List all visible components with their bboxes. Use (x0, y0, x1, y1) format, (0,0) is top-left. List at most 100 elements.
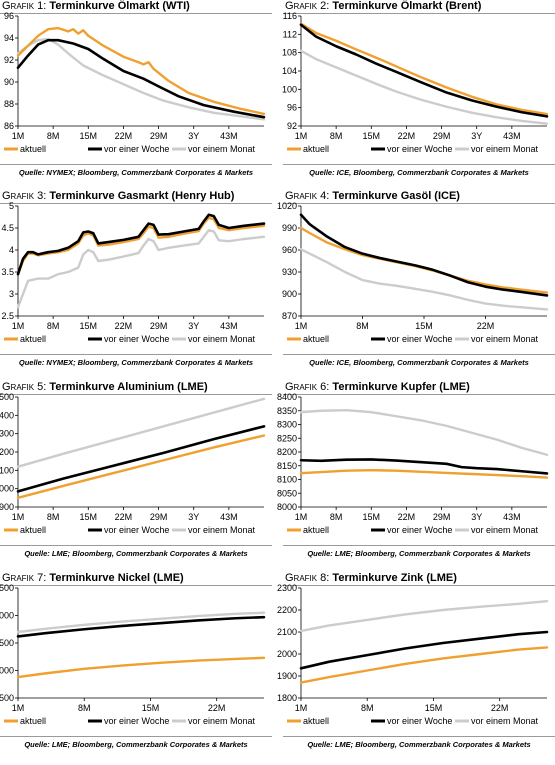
x-tick-label: 3Y (471, 131, 482, 141)
y-tick-label: 86 (4, 121, 14, 131)
series-line-aktuell (299, 22, 549, 116)
chart-label-main: Terminkurve Gasöl (ICE) (332, 190, 460, 202)
y-tick-label: 960 (282, 245, 297, 255)
y-tick-label: 1900 (0, 502, 14, 512)
divider (283, 354, 555, 355)
series-line-aktuell (299, 646, 549, 684)
chart-panel-alu: Grafik 5: Terminkurve Aluminium (LME)190… (0, 381, 272, 574)
chart-title: Grafik 1: Terminkurve Ölmarkt (WTI) (2, 0, 190, 12)
y-tick-label: 112 (283, 29, 297, 39)
legend-label: aktuell (20, 716, 46, 726)
x-tick-label: 3Y (188, 131, 199, 141)
divider (283, 203, 555, 204)
y-tick-label: 8000 (277, 502, 297, 512)
x-tick-label: 15M (363, 131, 381, 141)
series-line-monat (16, 37, 266, 121)
chart-label-prefix: Grafik 6: (285, 381, 330, 393)
y-tick-label: 2300 (277, 583, 297, 593)
series-line-monat (299, 248, 549, 311)
line-chart: 86 88 90 92 94 96 1M 8M 15M 22M 29M 3Y 43M aktuell vor… (4, 11, 266, 154)
y-tick-label: 2000 (277, 649, 297, 659)
series-line-woche (16, 38, 266, 119)
series-line-woche (299, 458, 549, 475)
series-line-aktuell (16, 656, 266, 679)
x-tick-label: 43M (220, 512, 238, 522)
y-tick-label: 930 (282, 267, 297, 277)
x-tick-label: 43M (503, 131, 521, 141)
line-chart: 92 96 100 104 108 112 116 1M 8M 15M 22M 29M 3Y 43M akt… (282, 11, 549, 154)
legend-label: vor einem Monat (188, 144, 256, 154)
x-tick-label: 22M (398, 131, 416, 141)
legend-label: vor einem Monat (188, 334, 256, 344)
x-tick-label: 8M (47, 512, 60, 522)
series-line-monat (299, 409, 549, 456)
divider (0, 394, 272, 395)
y-tick-label: 116 (283, 11, 297, 21)
divider (0, 354, 272, 355)
y-tick-label: 2300 (0, 429, 14, 439)
x-tick-label: 43M (503, 512, 521, 522)
legend-label: vor einer Woche (387, 716, 452, 726)
y-tick-label: 92 (4, 55, 14, 65)
legend-label: vor einer Woche (387, 525, 452, 535)
x-tick-label: 29M (150, 512, 168, 522)
y-tick-label: 88 (4, 99, 14, 109)
divider (0, 164, 272, 165)
legend-label: aktuell (20, 525, 46, 535)
series-line-monat (16, 229, 266, 309)
x-tick-label: 29M (150, 321, 168, 331)
series-line-aktuell (16, 26, 266, 116)
divider (283, 585, 555, 586)
series-line-monat (16, 397, 266, 468)
y-tick-label: 990 (282, 223, 297, 233)
y-tick-label: 4.5 (1, 223, 14, 233)
legend-label: aktuell (20, 334, 46, 344)
chart-title: Grafik 7: Terminkurve Nickel (LME) (2, 572, 184, 584)
y-tick-label: 18000 (0, 611, 14, 621)
legend-label: aktuell (303, 525, 329, 535)
legend-label: aktuell (20, 144, 46, 154)
chart-source: Quelle: NYMEX; Bloomberg, Commerzbank Co… (18, 358, 254, 367)
y-tick-label: 8200 (277, 447, 297, 457)
legend-label: vor einem Monat (471, 525, 539, 535)
chart-source: Quelle: ICE, Bloomberg, Commerzbank Corp… (309, 358, 529, 367)
series-line-aktuell (299, 468, 549, 479)
x-tick-label: 22M (115, 131, 133, 141)
x-tick-label: 8M (361, 703, 374, 713)
chart-label-main: Terminkurve Aluminium (LME) (49, 381, 208, 393)
divider (283, 394, 555, 395)
legend-label: aktuell (303, 716, 329, 726)
y-tick-label: 2.5 (1, 311, 14, 321)
line-chart: 870 900 930 960 990 1020 1M 8M 15M 22M aktuell vor … (277, 201, 549, 344)
x-tick-label: 8M (330, 512, 343, 522)
x-tick-label: 3Y (188, 512, 199, 522)
y-tick-label: 1800 (277, 693, 297, 703)
x-tick-label: 1M (295, 131, 308, 141)
y-tick-label: 4 (9, 245, 14, 255)
x-tick-label: 1M (12, 321, 25, 331)
legend-label: vor einer Woche (104, 525, 169, 535)
series-line-monat (299, 49, 549, 125)
x-tick-label: 15M (80, 131, 98, 141)
chart-title: Grafik 3: Terminkurve Gasmarkt (Henry Hu… (2, 190, 234, 202)
chart-label-main: Terminkurve Gasmarkt (Henry Hub) (49, 190, 235, 202)
x-tick-label: 3Y (471, 512, 482, 522)
line-chart: 1900 2000 2100 2200 2300 2400 2500 1M 8M 15M 22M 29… (0, 392, 266, 535)
legend-label: vor einer Woche (387, 334, 452, 344)
x-tick-label: 1M (12, 512, 25, 522)
chart-panel-kupfer: Grafik 6: Terminkurve Kupfer (LME) 8000 80… (277, 381, 555, 574)
y-tick-label: 2500 (0, 392, 14, 402)
series-line-woche (16, 615, 266, 638)
series-line-woche (299, 23, 549, 118)
x-tick-label: 1M (295, 321, 308, 331)
x-tick-label: 22M (477, 321, 495, 331)
y-tick-label: 8250 (277, 433, 297, 443)
x-tick-label: 8M (356, 321, 369, 331)
line-chart: 2.5 3 3.5 4 4.5 5 1M 8M 15M 22M 29M 3Y 43M aktuell vor… (1, 201, 266, 344)
x-tick-label: 22M (398, 512, 416, 522)
chart-label-prefix: Grafik 1: (2, 0, 47, 12)
x-tick-label: 15M (80, 512, 98, 522)
y-tick-label: 8300 (277, 420, 297, 430)
chart-title: Grafik 8: Terminkurve Zink (LME) (285, 572, 457, 584)
chart-panel-nickel: Grafik 7: Terminkurve Nickel (LME)165001… (0, 572, 272, 765)
